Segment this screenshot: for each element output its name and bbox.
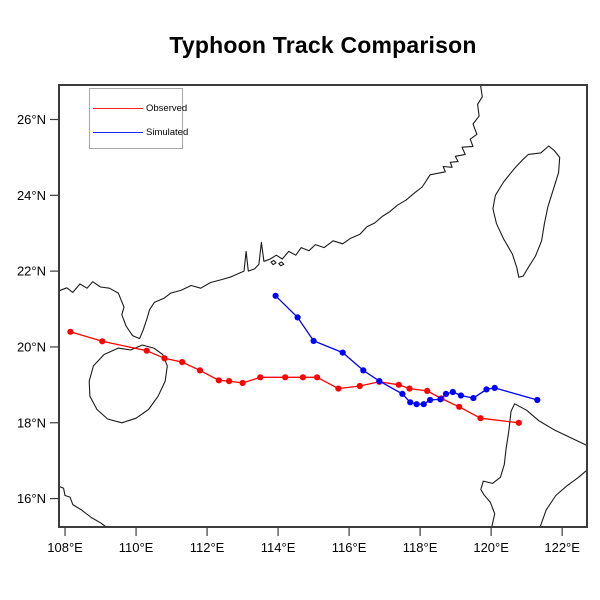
observed-track-point xyxy=(477,415,484,422)
y-axis-tick-label: 26°N xyxy=(17,112,46,127)
x-axis-tick-label: 112°E xyxy=(190,540,225,555)
observed-track-point xyxy=(424,387,431,394)
observed-track-point xyxy=(196,367,204,374)
simulated-track-point xyxy=(407,399,414,406)
taiwan-island-outline xyxy=(492,145,561,278)
legend-label-observed: Observed xyxy=(146,102,188,114)
simulated-track-point xyxy=(491,384,498,391)
observed-track-point xyxy=(215,377,222,384)
simulated-track-point xyxy=(399,390,406,397)
observed-track-point xyxy=(356,382,363,390)
mainland-china-coast-outline xyxy=(58,84,483,340)
simulated-track-point xyxy=(534,396,541,404)
observed-track-point xyxy=(299,374,306,381)
observed-track-point xyxy=(226,378,233,385)
hainan-island-outline xyxy=(88,344,168,424)
simulated-track-point xyxy=(294,314,301,321)
y-axis-tick-label: 24°N xyxy=(17,188,46,203)
x-axis-tick-label: 108°E xyxy=(47,540,83,555)
y-axis-tick-label: 20°N xyxy=(17,339,46,354)
observed-track-point xyxy=(99,338,106,345)
simulated-track-point xyxy=(420,401,427,408)
simulated-track-point xyxy=(413,401,420,408)
simulated-track-point xyxy=(376,378,383,385)
x-axis-tick-label: 118°E xyxy=(403,540,438,555)
lantau-island-outline xyxy=(278,261,285,267)
x-axis-tick-label: 116°E xyxy=(332,540,367,555)
legend-box: Observed Simulated xyxy=(89,88,188,149)
luzon-east-coast-outline xyxy=(539,469,588,528)
observed-track-point xyxy=(515,419,522,426)
observed-track-point xyxy=(67,328,74,335)
plot-border xyxy=(58,84,588,528)
luzon-west-coast-outline xyxy=(480,403,588,528)
hongkong-island-outline xyxy=(270,259,277,266)
legend-item-simulated: Simulated xyxy=(93,122,188,142)
observed-track-point xyxy=(335,385,342,392)
observed-track-point xyxy=(314,374,321,381)
observed-track-point xyxy=(239,379,246,387)
simulated-track-point xyxy=(310,337,317,344)
simulated-track-point xyxy=(457,392,464,399)
legend-item-observed: Observed xyxy=(93,98,187,118)
simulated-track-point xyxy=(437,396,444,403)
simulated-track-point xyxy=(339,349,346,356)
observed-track-line xyxy=(70,331,519,424)
y-axis-tick-label: 22°N xyxy=(17,264,46,279)
x-axis-tick-label: 114°E xyxy=(261,540,296,555)
simulated-track-point xyxy=(449,388,456,396)
simulated-track-point xyxy=(470,395,477,402)
chart-title: Typhoon Track Comparison xyxy=(169,32,477,58)
observed-line-swatch xyxy=(93,107,143,109)
observed-track-point xyxy=(395,381,402,388)
x-axis-tick-label: 110°E xyxy=(119,540,154,555)
simulated-track-point xyxy=(483,386,490,393)
observed-track-point xyxy=(406,385,413,392)
simulated-track-point xyxy=(442,390,450,397)
simulated-track-point xyxy=(272,292,279,299)
vietnam-coast-outline xyxy=(58,485,107,528)
y-axis-tick-label: 18°N xyxy=(17,415,46,430)
y-axis-tick-label: 16°N xyxy=(17,491,46,506)
x-axis-tick-label: 120°E xyxy=(473,540,509,555)
observed-track-point xyxy=(179,359,186,366)
simulated-track-point xyxy=(360,367,367,374)
observed-track-point xyxy=(456,403,463,410)
observed-track-point xyxy=(282,374,289,381)
legend-label-simulated: Simulated xyxy=(146,126,189,138)
observed-track-point xyxy=(161,355,168,362)
simulated-track-point xyxy=(427,396,434,404)
observed-track-point xyxy=(257,374,264,381)
observed-track-point xyxy=(143,347,150,354)
x-axis-tick-label: 122°E xyxy=(544,540,580,555)
simulated-line-swatch xyxy=(93,131,143,133)
